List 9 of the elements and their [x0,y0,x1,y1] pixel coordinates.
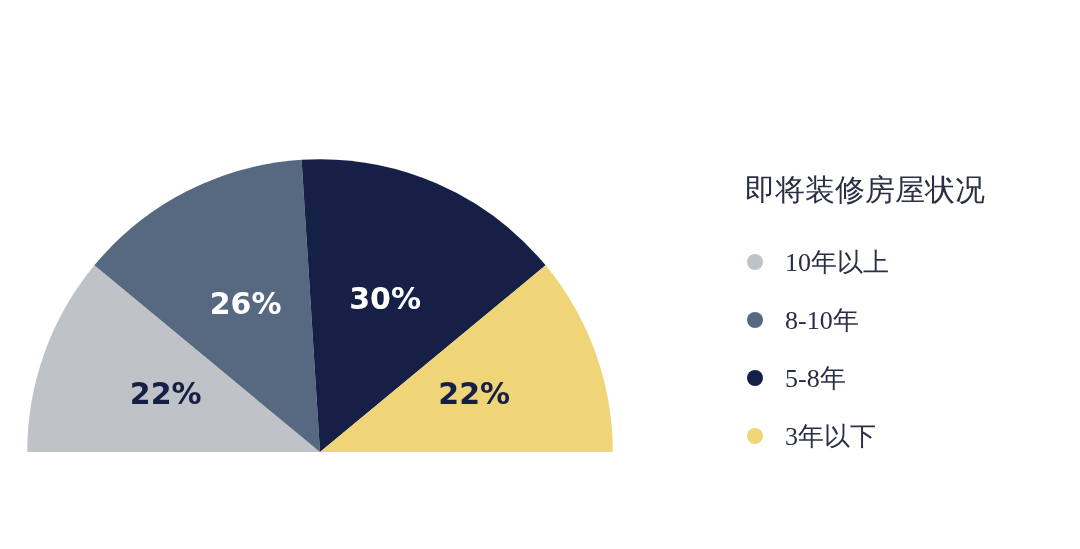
legend-label: 8-10年 [785,304,859,337]
data-label: 26% [209,285,282,321]
data-label: 22% [129,376,202,412]
legend-label: 10年以上 [785,246,889,279]
legend-label: 3年以下 [785,420,876,453]
data-label: 22% [438,376,511,412]
data-label: 30% [349,281,422,317]
legend-label: 5-8年 [785,362,846,395]
legend-title: 即将装修房屋状况 [745,172,985,208]
